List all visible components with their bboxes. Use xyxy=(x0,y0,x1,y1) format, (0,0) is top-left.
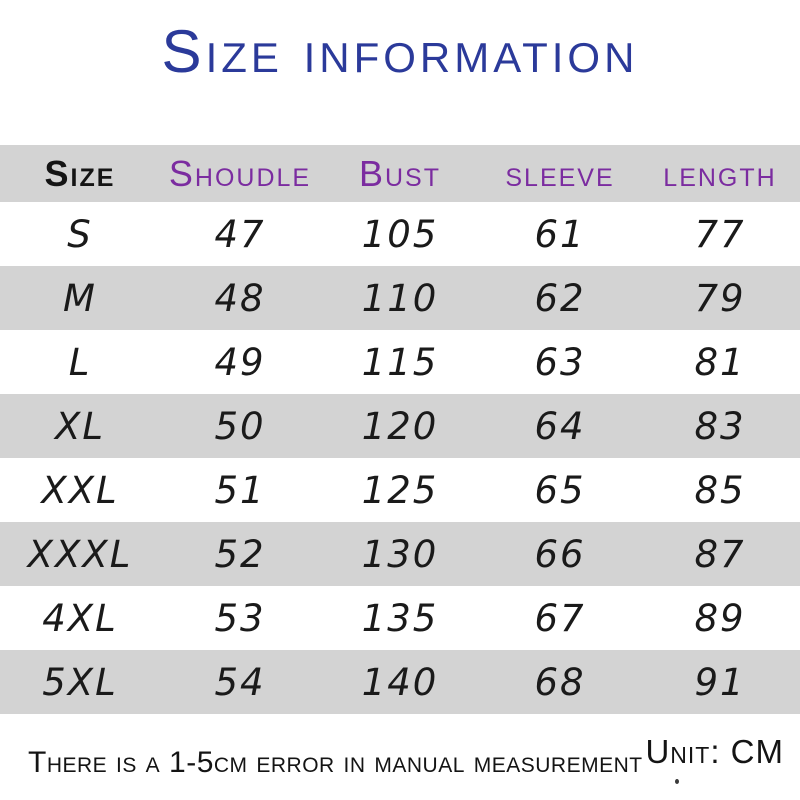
measurement-note: There is a 1-5cm error in manual measure… xyxy=(28,746,643,779)
table-row-5xl: 5XL 54 140 68 91 xyxy=(0,650,800,714)
column-header-length: length xyxy=(663,152,777,194)
measurement-value: 115 xyxy=(361,340,439,384)
column-header-bust: Bust xyxy=(358,152,441,194)
measurement-value: 53 xyxy=(214,596,266,640)
measurement-value: 62 xyxy=(534,276,586,320)
footer: There is a 1-5cm error in manual measure… xyxy=(0,735,800,779)
title-area: Size information xyxy=(0,0,800,145)
table-row-xxl: XXL 51 125 65 85 xyxy=(0,458,800,522)
measurement-value: 51 xyxy=(214,468,266,512)
size-label: XXXL xyxy=(27,532,133,576)
measurement-value: 67 xyxy=(534,596,586,640)
measurement-value: 61 xyxy=(534,212,586,256)
unit-label: Unit: CM xyxy=(645,733,784,770)
size-label: 4XL xyxy=(42,596,118,640)
size-label: 5XL xyxy=(42,660,118,704)
measurement-value: 63 xyxy=(534,340,586,384)
measurement-value: 81 xyxy=(694,340,746,384)
measurement-value: 79 xyxy=(694,276,746,320)
measurement-value: 47 xyxy=(214,212,266,256)
measurement-value: 52 xyxy=(214,532,266,576)
table-row-l: L 49 115 63 81 xyxy=(0,330,800,394)
measurement-value: 140 xyxy=(361,660,439,704)
measurement-value: 91 xyxy=(694,660,746,704)
size-table: Size Shoudle Bust sleeve length S 47 105… xyxy=(0,145,800,714)
table-row-m: M 48 110 62 79 xyxy=(0,266,800,330)
measurement-value: 50 xyxy=(214,404,266,448)
measurement-value: 77 xyxy=(694,212,746,256)
measurement-value: 110 xyxy=(361,276,439,320)
measurement-value: 68 xyxy=(534,660,586,704)
measurement-value: 125 xyxy=(361,468,439,512)
table-row-4xl: 4XL 53 135 67 89 xyxy=(0,586,800,650)
measurement-value: 85 xyxy=(694,468,746,512)
measurement-value: 135 xyxy=(361,596,439,640)
measurement-value: 48 xyxy=(214,276,266,320)
column-header-size: Size xyxy=(44,152,116,194)
measurement-value: 54 xyxy=(214,660,266,704)
page-title: Size information xyxy=(161,18,639,85)
measurement-value: 49 xyxy=(214,340,266,384)
measurement-value: 105 xyxy=(361,212,439,256)
measurement-value: 64 xyxy=(534,404,586,448)
measurement-value: 89 xyxy=(694,596,746,640)
table-row-xxxl: XXXL 52 130 66 87 xyxy=(0,522,800,586)
size-label: S xyxy=(67,212,93,256)
measurement-value: 120 xyxy=(361,404,439,448)
stray-dot-mark xyxy=(675,779,679,784)
size-label: XL xyxy=(55,404,105,448)
measurement-value: 83 xyxy=(694,404,746,448)
table-row-s: S 47 105 61 77 xyxy=(0,202,800,266)
table-header-row: Size Shoudle Bust sleeve length xyxy=(0,145,800,202)
column-header-sleeve: sleeve xyxy=(505,152,615,194)
measurement-value: 130 xyxy=(361,532,439,576)
table-row-xl: XL 50 120 64 83 xyxy=(0,394,800,458)
column-header-shoudle: Shoudle xyxy=(168,152,312,194)
measurement-value: 66 xyxy=(534,532,586,576)
size-label: M xyxy=(63,276,97,320)
size-label: XXL xyxy=(41,468,119,512)
size-label: L xyxy=(68,340,92,384)
measurement-value: 65 xyxy=(534,468,586,512)
measurement-value: 87 xyxy=(694,532,746,576)
